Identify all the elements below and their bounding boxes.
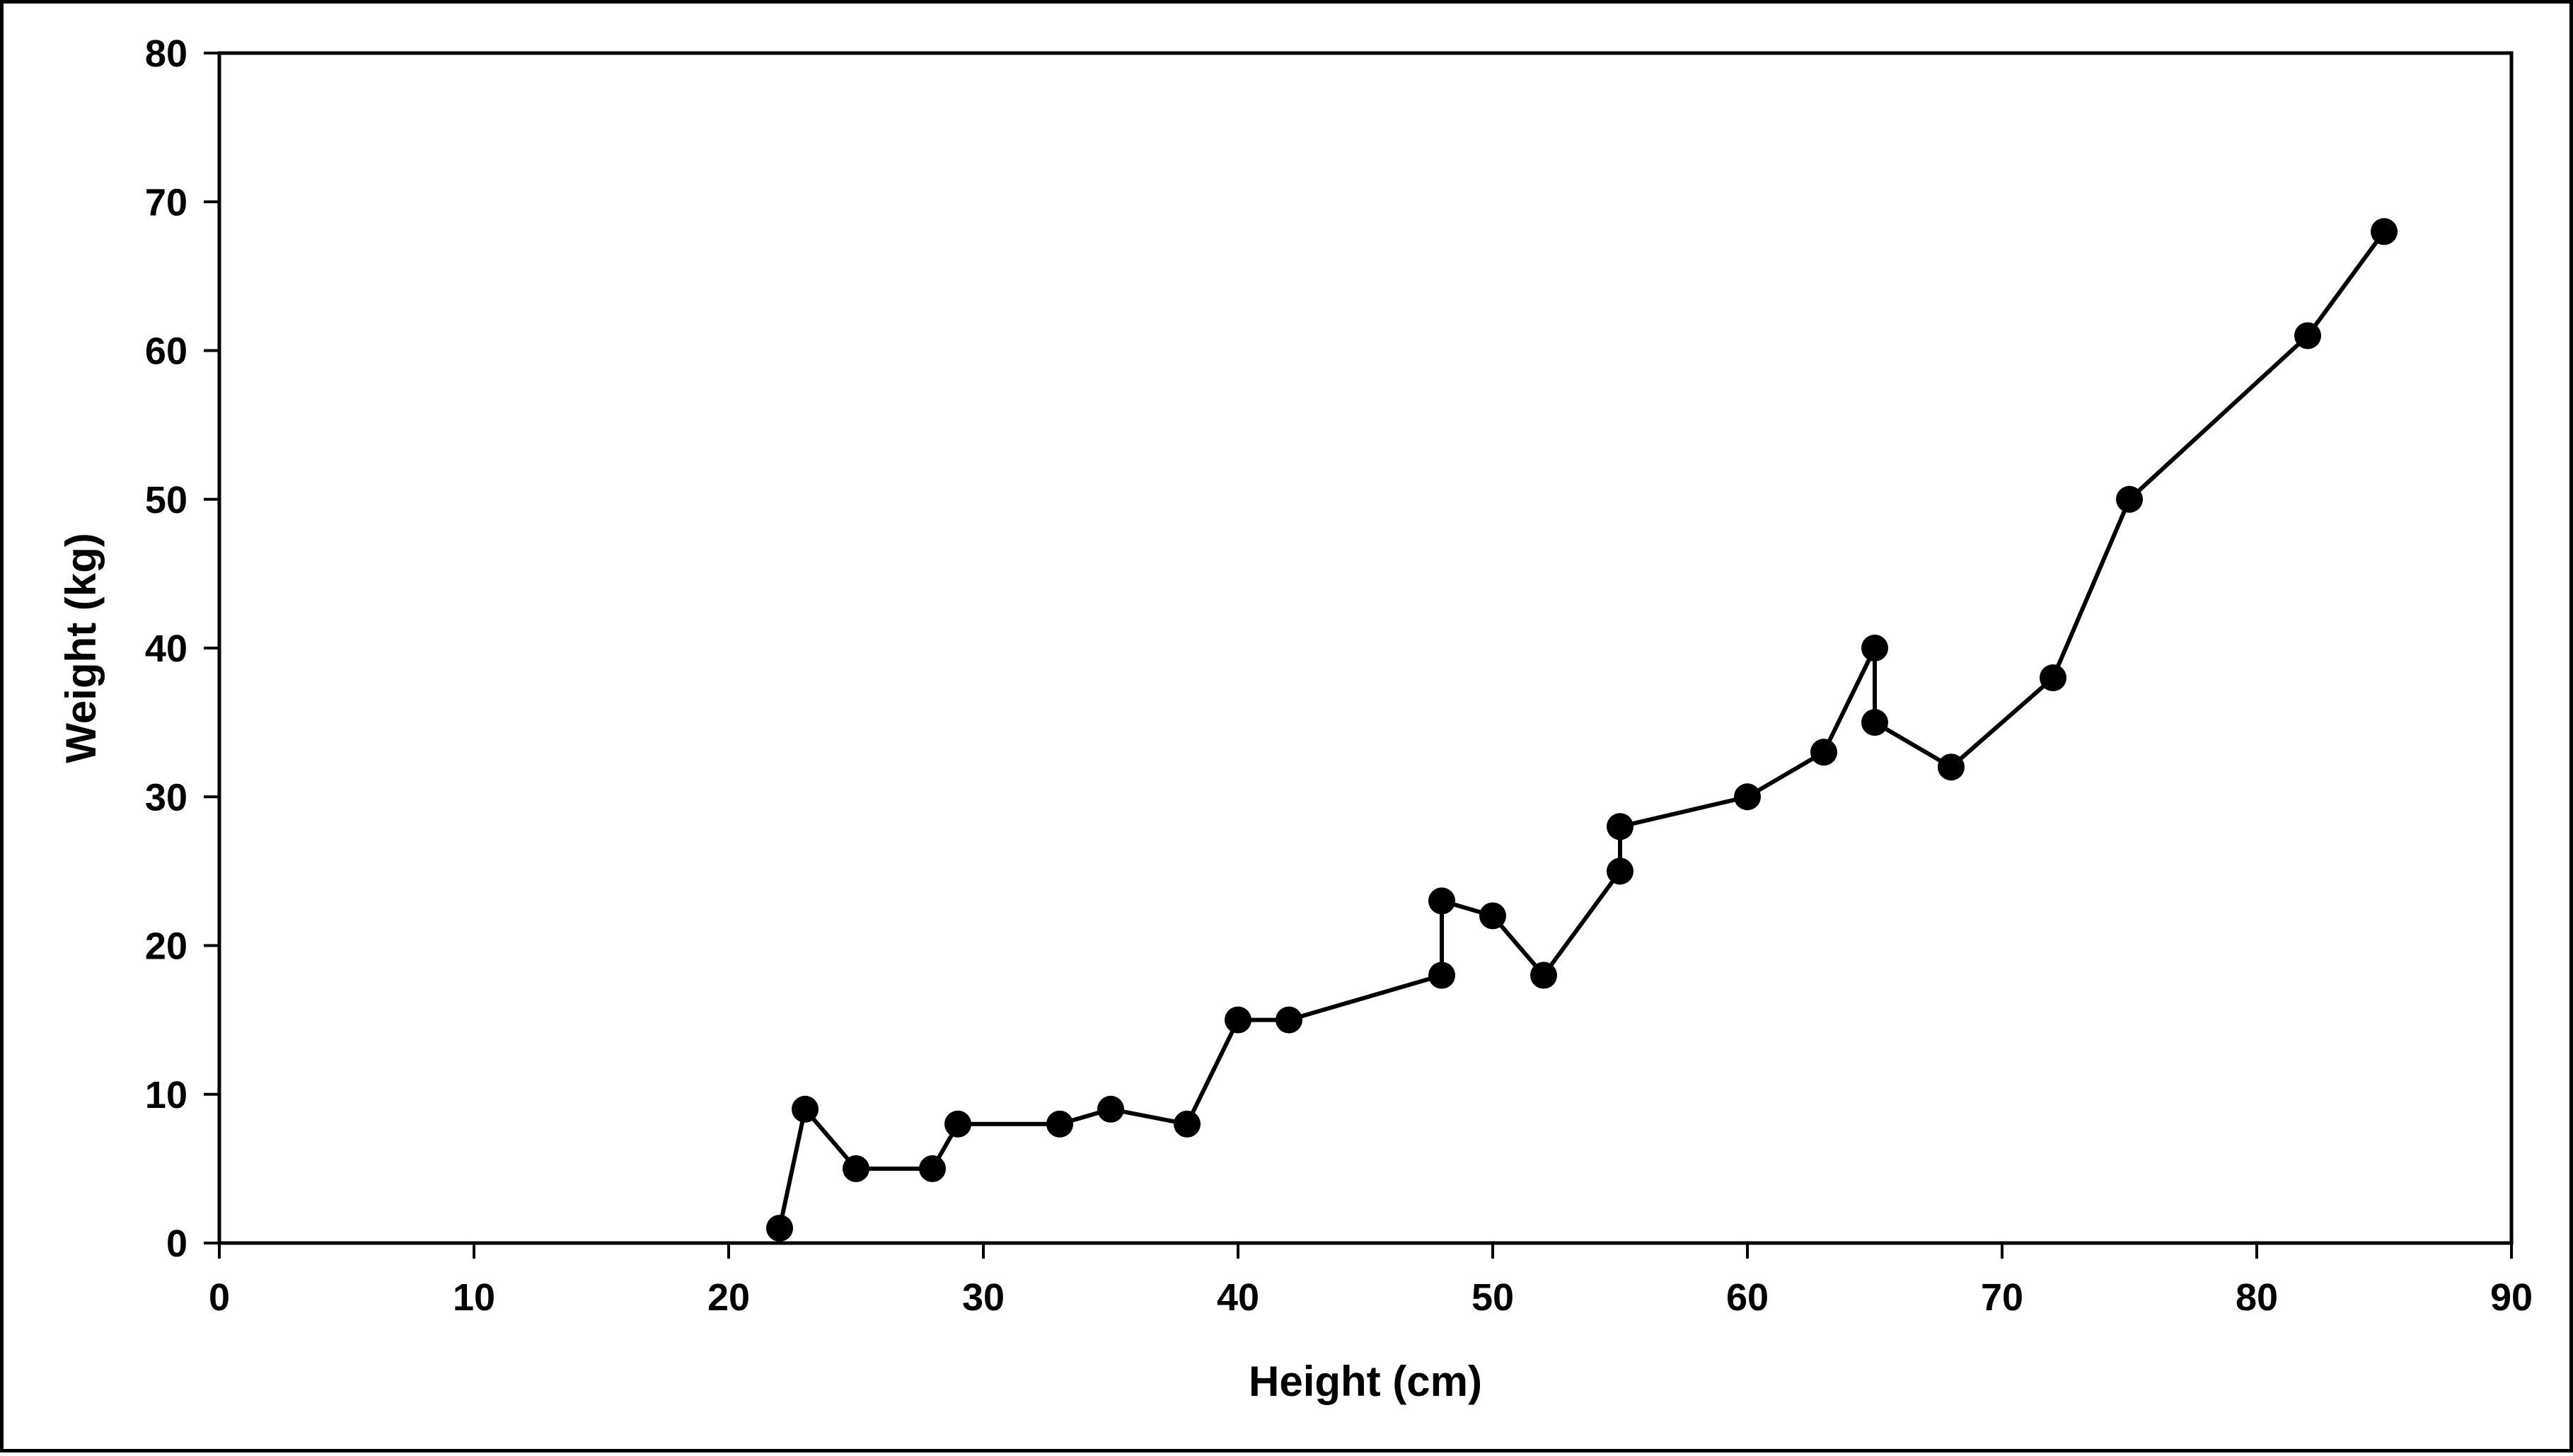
x-axis: 0 10 20 30 40 50 60 70 80 90 bbox=[209, 1243, 2533, 1319]
data-point bbox=[2040, 664, 2066, 692]
data-point bbox=[1479, 902, 1506, 930]
data-point bbox=[919, 1155, 946, 1182]
data-point bbox=[792, 1095, 819, 1123]
data-point bbox=[2116, 485, 2143, 513]
data-point bbox=[1428, 961, 1455, 989]
plot-area bbox=[217, 51, 2514, 1245]
x-tick-label: 30 bbox=[962, 1276, 1005, 1319]
data-point bbox=[1734, 783, 1761, 811]
x-tick-label: 10 bbox=[453, 1276, 495, 1319]
x-tick-label: 80 bbox=[2236, 1276, 2278, 1319]
y-tick-label: 30 bbox=[145, 776, 187, 819]
data-point bbox=[1046, 1110, 1073, 1138]
data-point bbox=[1276, 1006, 1302, 1034]
y-tick-label: 70 bbox=[145, 181, 187, 224]
x-tick-label: 50 bbox=[1471, 1276, 1514, 1319]
y-tick-label: 80 bbox=[145, 33, 187, 75]
data-point bbox=[1530, 961, 1557, 989]
data-point bbox=[2294, 322, 2321, 349]
y-axis-title: Weight (kg) bbox=[57, 533, 105, 763]
data-point bbox=[1174, 1110, 1201, 1138]
x-tick-label: 90 bbox=[2490, 1276, 2533, 1319]
data-series bbox=[766, 218, 2398, 1242]
y-tick-label: 50 bbox=[145, 479, 187, 521]
data-point bbox=[766, 1214, 793, 1242]
chart: 0 10 20 30 40 50 60 70 80 90 0 10 20 30 40 50 60 70 80 He… bbox=[57, 33, 2533, 1405]
x-axis-title: Height (cm) bbox=[1249, 1358, 1482, 1405]
y-axis: 0 10 20 30 40 50 60 70 80 bbox=[145, 33, 219, 1265]
data-point bbox=[1225, 1006, 1251, 1034]
data-point bbox=[1810, 739, 1837, 766]
y-tick-label: 40 bbox=[145, 628, 187, 670]
data-point bbox=[1938, 753, 1965, 781]
data-point bbox=[1607, 813, 1634, 840]
x-tick-label: 0 bbox=[209, 1276, 230, 1319]
y-tick-label: 0 bbox=[166, 1223, 187, 1265]
data-point bbox=[1097, 1095, 1124, 1123]
data-point bbox=[944, 1110, 971, 1138]
data-point bbox=[1607, 857, 1634, 885]
x-tick-label: 20 bbox=[707, 1276, 750, 1319]
data-point bbox=[1428, 887, 1455, 915]
x-tick-label: 40 bbox=[1217, 1276, 1259, 1319]
data-point bbox=[1861, 709, 1888, 736]
x-tick-label: 60 bbox=[1726, 1276, 1769, 1319]
data-point bbox=[2371, 218, 2398, 245]
x-tick-label: 70 bbox=[1981, 1276, 2023, 1319]
data-point bbox=[843, 1155, 869, 1182]
y-tick-label: 60 bbox=[145, 330, 187, 373]
y-tick-label: 20 bbox=[145, 925, 187, 968]
data-point bbox=[1861, 635, 1888, 661]
y-tick-label: 10 bbox=[145, 1074, 187, 1116]
